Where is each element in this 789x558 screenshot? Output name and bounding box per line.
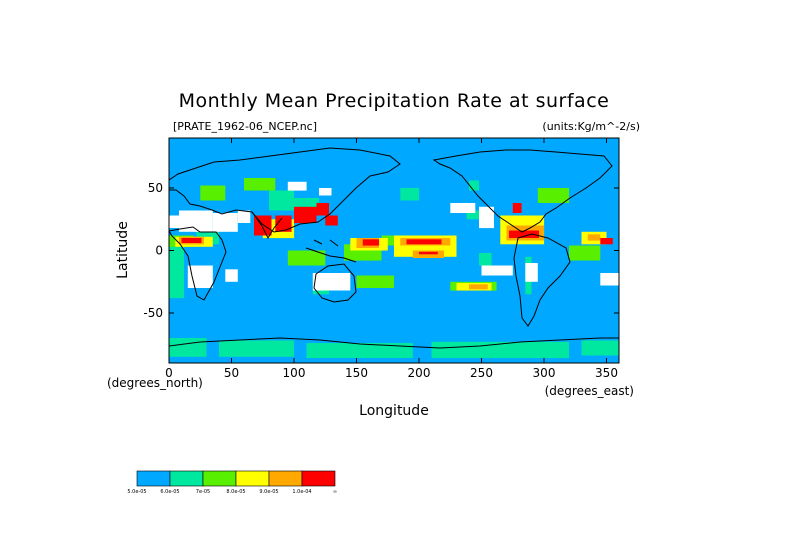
- colorbar-label: 5.0e-05: [127, 489, 146, 495]
- precip-region-dry: [237, 210, 251, 223]
- x-axis-label: Longitude: [359, 403, 429, 419]
- precip-region-dry: [312, 273, 351, 291]
- x-tick-label: 150: [345, 366, 368, 380]
- coastline-north-america: [432, 149, 613, 233]
- precip-region-low: [219, 340, 294, 357]
- precip-region-low: [306, 343, 413, 358]
- x-tick-label: 0: [165, 366, 173, 380]
- colorbar-swatch: [235, 470, 270, 487]
- y-axis-label: Latitude: [115, 221, 131, 279]
- precip-region-l2: [537, 188, 570, 203]
- precip-region-dry: [319, 188, 332, 196]
- map-plot-area: [169, 138, 619, 363]
- precip-region-high: [316, 203, 329, 216]
- precip-region-high: [294, 206, 317, 224]
- precip-region-l2: [356, 275, 394, 288]
- y-tick-label: -50: [143, 306, 163, 320]
- precip-region-dry: [479, 206, 494, 229]
- precip-region-dry: [187, 265, 213, 288]
- colorbar-label: 6.0e-05: [160, 489, 179, 495]
- precip-region-dry: [525, 263, 538, 282]
- precip-region-l5: [587, 234, 601, 241]
- precip-region-high: [406, 239, 442, 245]
- colorbar-swatch: [268, 470, 303, 487]
- colorbar-swatch: [136, 470, 171, 487]
- x-tick-label: 350: [595, 366, 618, 380]
- precip-region-low: [581, 340, 619, 356]
- colorbar-swatch: [169, 470, 204, 487]
- precip-region-low: [479, 253, 492, 266]
- y-tick-label: 0: [155, 244, 163, 258]
- y-tick-label: 50: [148, 181, 163, 195]
- x-tick-label: 100: [283, 366, 306, 380]
- precip-region-l2: [569, 245, 601, 261]
- precip-region-dry: [225, 269, 238, 282]
- precip-region-high: [512, 203, 522, 213]
- precip-region-low: [431, 341, 569, 359]
- precip-region-l2: [287, 250, 326, 266]
- colorbar-swatch: [301, 470, 336, 487]
- coastline-indonesia: [305, 239, 357, 263]
- precip-region-low: [169, 244, 184, 299]
- x-tick-label: 250: [470, 366, 493, 380]
- precip-region-l2: [244, 178, 276, 191]
- coastline-africa: [169, 226, 227, 301]
- precip-region-high: [600, 238, 613, 245]
- precip-region-l4: [469, 284, 488, 290]
- precip-region-low: [269, 190, 294, 211]
- precip-region-high: [419, 251, 438, 255]
- x-unit-note: (degrees_east): [545, 384, 634, 398]
- precip-region-high: [181, 238, 202, 243]
- x-tick-label: 50: [224, 366, 239, 380]
- colorbar-label: 8.0e-05: [226, 489, 245, 495]
- y-axis-ticks: 50 0 -50: [143, 181, 619, 320]
- colorbar-label: 1.0e-04: [292, 489, 311, 495]
- colorbar-swatch: [202, 470, 237, 487]
- coastline-antarctica: [169, 337, 619, 349]
- y-unit-note: (degrees_north): [107, 376, 203, 390]
- precip-region-low: [469, 180, 479, 191]
- x-tick-label: 200: [408, 366, 431, 380]
- precip-region-dry: [450, 203, 476, 213]
- colorbar: 5.0e-05 6.0e-05 7e-05 8.0e-05 9.0e-05 1.0e-04…: [127, 470, 337, 495]
- precip-region-dry: [481, 265, 513, 276]
- file-label: [PRATE_1962-06_NCEP.nc]: [173, 120, 317, 133]
- precip-region-dry: [179, 210, 213, 232]
- colorbar-label: 7e-05: [196, 489, 210, 495]
- precip-region-low: [400, 188, 420, 201]
- colorbar-label: 9.0e-05: [259, 489, 278, 495]
- coastline-australia: [313, 263, 357, 303]
- chart-title: Monthly Mean Precipitation Rate at surfa…: [179, 90, 610, 112]
- precip-region-high: [509, 230, 539, 238]
- precip-region-dry: [212, 213, 238, 232]
- x-axis-ticks: 0 50 100 150 200 250 300 350: [165, 138, 618, 380]
- units-label: (units:Kg/m^-2/s): [542, 120, 640, 133]
- precipitation-regions: [169, 178, 619, 359]
- colorbar-end-label: ∞: [333, 489, 337, 495]
- precip-region-dry: [169, 215, 182, 228]
- precip-region-low: [466, 210, 484, 220]
- coastline-india: [251, 211, 283, 240]
- precip-region-high: [325, 215, 338, 226]
- precip-region-dry: [600, 273, 619, 286]
- precip-region-l2: [200, 185, 226, 201]
- precip-region-high: [275, 215, 292, 232]
- coastlines: [169, 147, 619, 349]
- precip-region-high: [362, 239, 380, 246]
- coastline-europe-asia: [169, 147, 401, 233]
- precip-region-low: [169, 338, 207, 357]
- x-tick-label: 300: [533, 366, 556, 380]
- coastline-south-america: [513, 233, 571, 327]
- precip-region-dry: [287, 181, 307, 191]
